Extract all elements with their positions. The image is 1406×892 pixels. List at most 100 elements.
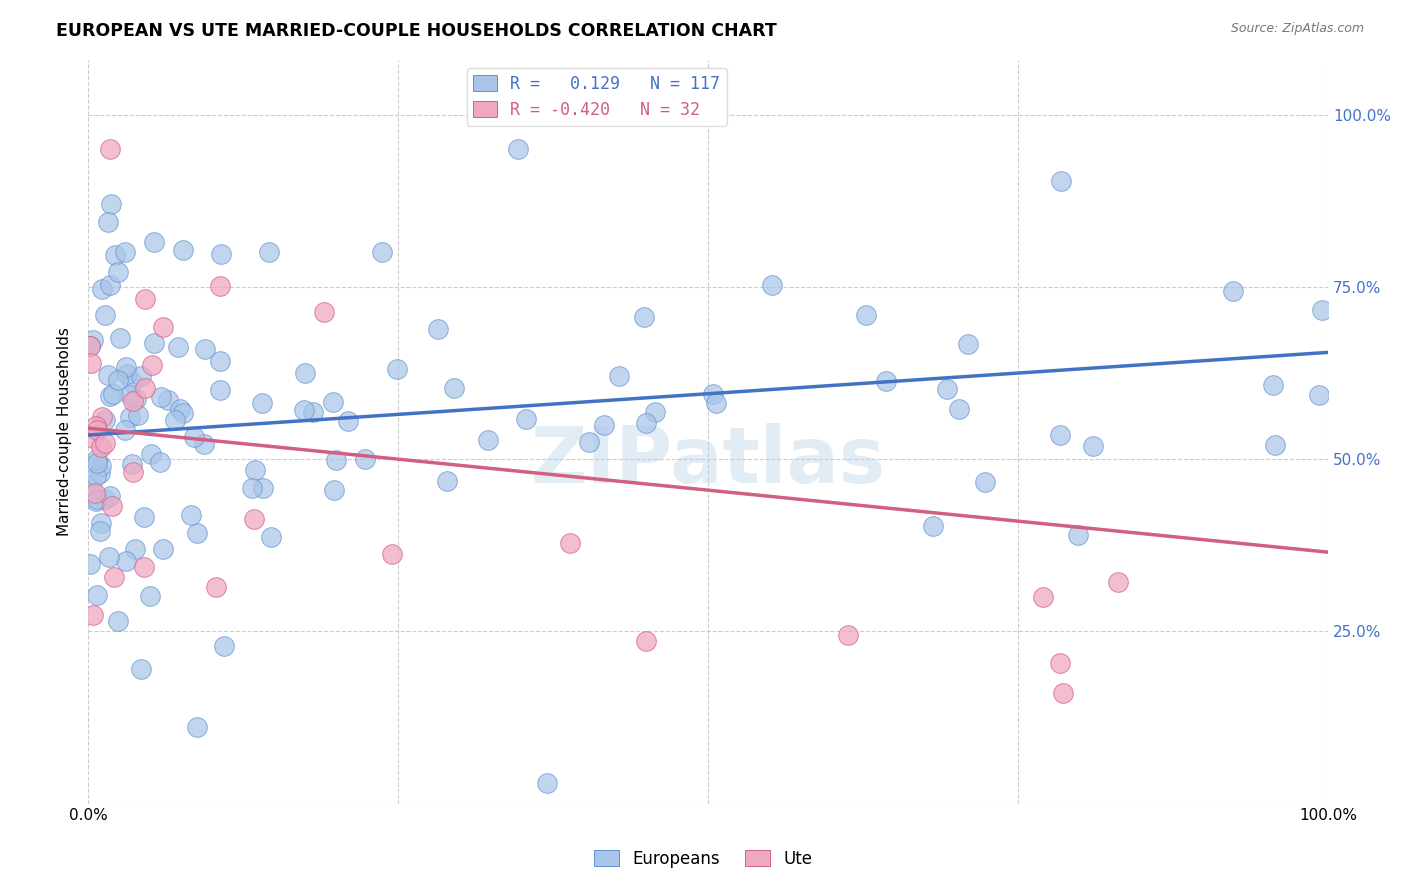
Point bbox=[1081, 439, 1104, 453]
Point bbox=[515, 412, 537, 426]
Point bbox=[80, 356, 103, 370]
Point bbox=[325, 453, 347, 467]
Point bbox=[1310, 302, 1333, 317]
Point bbox=[79, 557, 101, 571]
Point bbox=[301, 404, 323, 418]
Point bbox=[208, 354, 231, 368]
Point bbox=[93, 436, 115, 450]
Point bbox=[82, 333, 104, 347]
Point bbox=[101, 499, 124, 513]
Point bbox=[1107, 574, 1129, 589]
Point bbox=[84, 418, 107, 433]
Point bbox=[443, 380, 465, 394]
Point bbox=[436, 474, 458, 488]
Point bbox=[86, 452, 108, 467]
Point bbox=[132, 560, 155, 574]
Point bbox=[506, 142, 529, 156]
Point bbox=[114, 360, 136, 375]
Point bbox=[121, 394, 143, 409]
Point bbox=[93, 491, 115, 506]
Point bbox=[98, 489, 121, 503]
Point bbox=[1050, 174, 1073, 188]
Point bbox=[1032, 590, 1054, 604]
Point bbox=[208, 384, 231, 398]
Point bbox=[118, 387, 141, 401]
Point bbox=[156, 392, 179, 407]
Legend: Europeans, Ute: Europeans, Ute bbox=[588, 844, 818, 875]
Point bbox=[86, 491, 108, 506]
Point bbox=[97, 215, 120, 229]
Point bbox=[558, 536, 581, 550]
Point bbox=[1264, 438, 1286, 452]
Point bbox=[172, 406, 194, 420]
Point bbox=[122, 465, 145, 479]
Point bbox=[1308, 388, 1330, 402]
Point bbox=[108, 331, 131, 345]
Point bbox=[371, 245, 394, 260]
Point bbox=[172, 244, 194, 258]
Point bbox=[593, 417, 616, 432]
Point bbox=[89, 466, 111, 480]
Point bbox=[100, 197, 122, 211]
Point bbox=[193, 343, 215, 357]
Point bbox=[761, 277, 783, 292]
Point bbox=[292, 402, 315, 417]
Point bbox=[82, 430, 104, 444]
Point bbox=[115, 554, 138, 568]
Point bbox=[107, 614, 129, 628]
Point bbox=[84, 493, 107, 508]
Point bbox=[86, 456, 108, 470]
Point bbox=[636, 633, 658, 648]
Point bbox=[294, 367, 316, 381]
Point bbox=[120, 409, 142, 424]
Point bbox=[633, 310, 655, 325]
Point bbox=[129, 369, 152, 384]
Point bbox=[132, 510, 155, 524]
Point bbox=[152, 542, 174, 557]
Point bbox=[104, 248, 127, 262]
Point bbox=[243, 463, 266, 477]
Point bbox=[1067, 528, 1090, 542]
Point bbox=[855, 309, 877, 323]
Point bbox=[186, 526, 208, 541]
Point bbox=[149, 390, 172, 404]
Point bbox=[134, 380, 156, 394]
Point bbox=[97, 368, 120, 382]
Point bbox=[956, 336, 979, 351]
Point bbox=[149, 455, 172, 469]
Point bbox=[578, 434, 600, 449]
Point bbox=[163, 413, 186, 427]
Point bbox=[91, 281, 114, 295]
Text: Source: ZipAtlas.com: Source: ZipAtlas.com bbox=[1230, 22, 1364, 36]
Point bbox=[90, 459, 112, 474]
Point bbox=[94, 413, 117, 427]
Point bbox=[98, 142, 121, 156]
Point bbox=[141, 358, 163, 372]
Point bbox=[1049, 657, 1071, 671]
Point bbox=[702, 387, 724, 401]
Text: ZIPatlas: ZIPatlas bbox=[530, 424, 886, 500]
Point bbox=[121, 457, 143, 471]
Point bbox=[948, 402, 970, 417]
Point bbox=[536, 776, 558, 790]
Point bbox=[259, 245, 281, 260]
Point bbox=[121, 376, 143, 390]
Point bbox=[922, 518, 945, 533]
Point bbox=[114, 244, 136, 259]
Point bbox=[385, 361, 408, 376]
Point bbox=[252, 395, 274, 409]
Point bbox=[205, 580, 228, 594]
Point bbox=[209, 279, 232, 293]
Point bbox=[114, 423, 136, 437]
Point bbox=[240, 482, 263, 496]
Point bbox=[94, 309, 117, 323]
Point bbox=[98, 278, 121, 293]
Point bbox=[82, 608, 104, 623]
Point bbox=[381, 547, 404, 561]
Point bbox=[1263, 377, 1285, 392]
Text: EUROPEAN VS UTE MARRIED-COUPLE HOUSEHOLDS CORRELATION CHART: EUROPEAN VS UTE MARRIED-COUPLE HOUSEHOLD… bbox=[56, 22, 778, 40]
Point bbox=[139, 446, 162, 460]
Point bbox=[180, 508, 202, 522]
Point bbox=[322, 395, 344, 409]
Point bbox=[91, 409, 114, 424]
